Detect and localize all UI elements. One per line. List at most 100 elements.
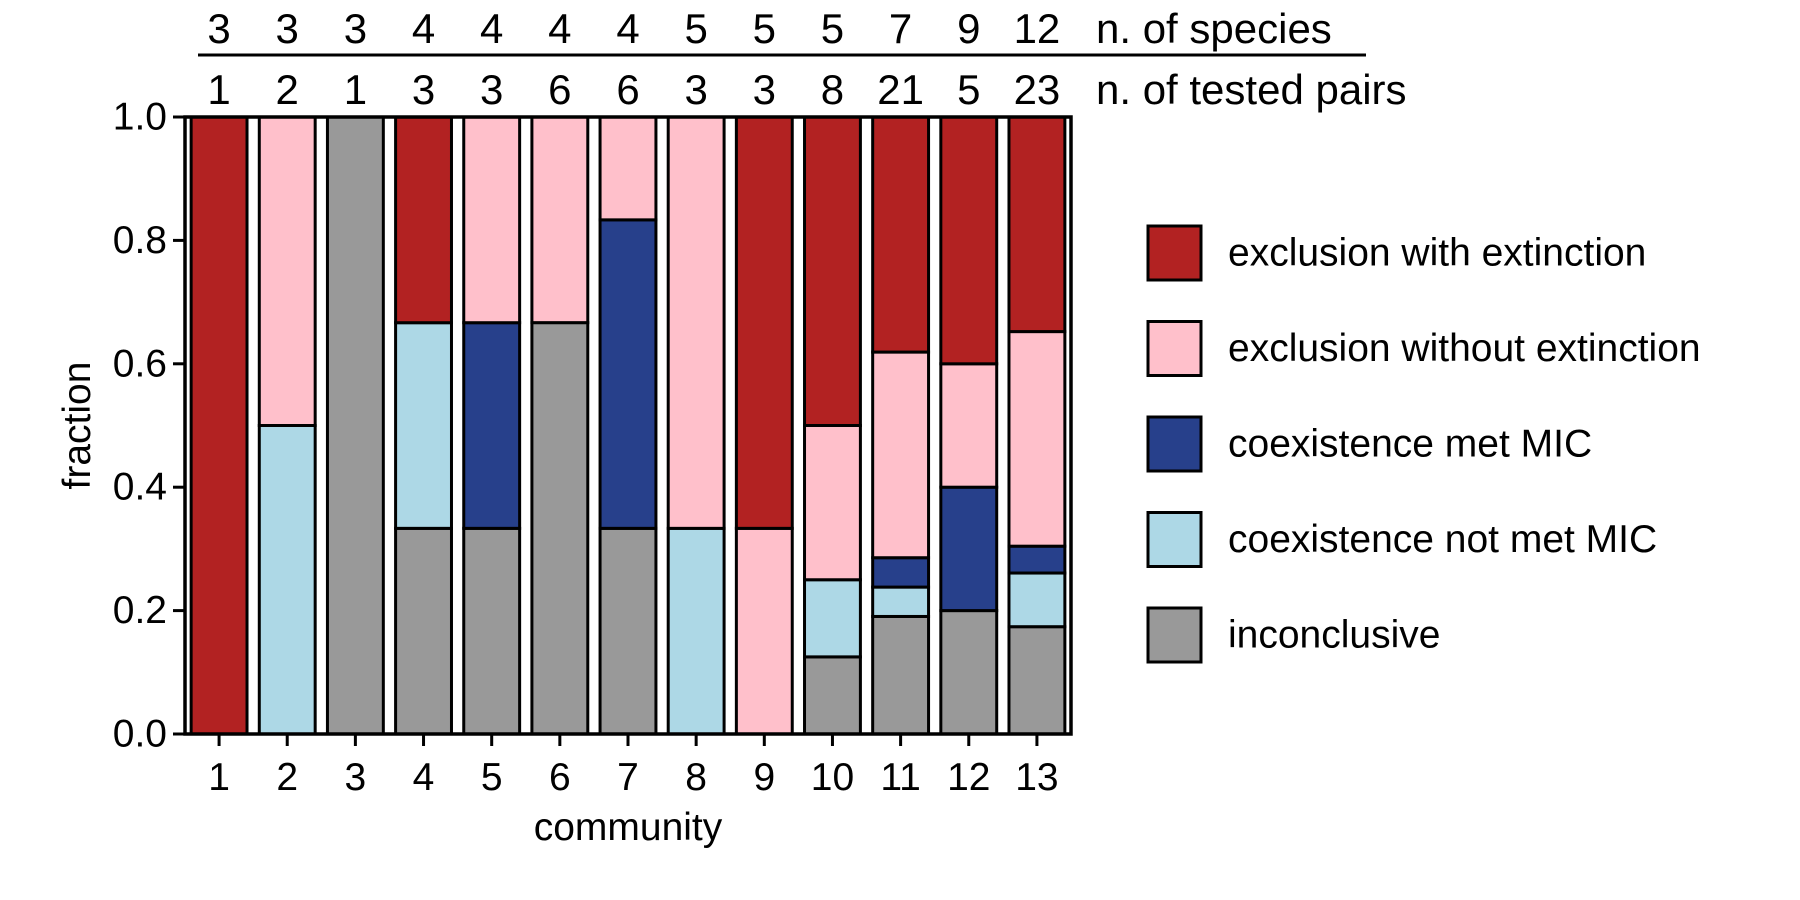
bar-segment-13-s2: [1007, 544, 1067, 575]
x-tick-label: 7: [617, 756, 639, 799]
bar-segment-10-s1: [803, 578, 862, 659]
y-axis: 0.0 0.2 0.4 0.6 0.8 1.0: [113, 96, 185, 756]
x-tick-label: 1: [208, 756, 230, 799]
top-row-value: 9: [957, 5, 980, 52]
legend-key: [1146, 415, 1203, 473]
y-tick-label: 1.0: [113, 96, 167, 139]
bar-segment-4-s4: [394, 115, 453, 325]
bar-segment-9-s4: [734, 115, 794, 530]
top-row-value: 23: [1014, 66, 1061, 113]
x-tick-label: 5: [481, 756, 503, 799]
bar-segment-12-s3: [939, 362, 999, 489]
x-tick-label: 2: [276, 756, 298, 799]
bar-segment-11-s0: [871, 614, 931, 736]
bar-segment-9-s3: [734, 526, 794, 736]
top-row-value: 1: [344, 66, 367, 113]
top-row-value: 21: [877, 66, 924, 113]
legend-key: [1146, 606, 1203, 664]
top-row-value: 4: [480, 5, 503, 52]
legend-label: coexistence met MIC: [1228, 423, 1592, 466]
bar-segment-5-s0: [462, 526, 522, 736]
x-tick-label: 10: [811, 756, 854, 799]
x-tick-label: 9: [753, 756, 775, 799]
bar-segment-13-s1: [1007, 571, 1067, 629]
x-tick-label: 11: [880, 756, 921, 799]
bar-segment-5-s2: [462, 321, 522, 530]
top-row-value: 5: [821, 5, 844, 52]
top-row-value: 4: [548, 5, 571, 52]
top-row-value: 2: [276, 66, 299, 113]
top-row-value: 4: [412, 5, 435, 52]
y-tick-label: 0.2: [113, 589, 167, 632]
bar-segment-11-s3: [871, 350, 931, 560]
x-tick-label: 12: [947, 756, 990, 799]
x-axis-title: community: [534, 806, 723, 849]
top-row-value: 3: [684, 66, 707, 113]
top-row-value: 6: [616, 66, 639, 113]
bar-segment-13-s0: [1007, 625, 1067, 736]
legend-label: exclusion with extinction: [1228, 232, 1646, 275]
bar-segment-12-s0: [939, 609, 999, 736]
bar-segment-10-s3: [803, 424, 862, 582]
bar-segment-8-s1: [666, 526, 726, 736]
top-row-value: 5: [957, 66, 980, 113]
bar-segment-13-s3: [1007, 330, 1067, 548]
bars-layer: [189, 115, 1067, 736]
x-tick-label: 6: [549, 756, 571, 799]
top-row-value: 3: [344, 5, 367, 52]
top-row-value: 3: [412, 66, 435, 113]
top-row-value: 4: [616, 5, 639, 52]
legend-key: [1146, 320, 1203, 377]
y-tick-label: 0.0: [113, 713, 167, 756]
top-row-value: 12: [1014, 5, 1061, 52]
legend-label: exclusion without extinction: [1228, 327, 1701, 370]
legend-key: [1146, 224, 1203, 282]
bar-segment-5-s3: [462, 115, 522, 325]
bar-segment-2-s3: [257, 115, 317, 427]
bar-segment-11-s1: [871, 585, 931, 618]
bar-segment-7-s0: [598, 526, 658, 736]
bar-segment-12-s2: [939, 485, 999, 613]
bar-segment-13-s4: [1007, 115, 1067, 334]
bar-segment-10-s0: [803, 655, 862, 736]
legend: exclusion with extinction exclusion witho…: [1146, 224, 1701, 664]
top-row-value: 5: [753, 5, 776, 52]
bar-segment-8-s3: [666, 115, 726, 530]
x-tick-label: 8: [685, 756, 707, 799]
legend-key: [1146, 511, 1203, 568]
x-tick-label: 13: [1015, 756, 1058, 799]
top-row-value: 3: [207, 5, 230, 52]
bar-segment-12-s4: [939, 115, 999, 366]
bar-segment-6-s3: [530, 115, 590, 325]
top-row-value: 7: [889, 5, 912, 52]
legend-label: coexistence not met MIC: [1228, 518, 1657, 561]
bar-segment-2-s1: [257, 424, 317, 736]
top-row-value: 8: [821, 66, 844, 113]
x-axis: 1 2 3 4 5 6 7 8 9 10 11 12 13: [208, 734, 1059, 799]
bar-segment-7-s2: [598, 218, 658, 530]
top-row-value: 3: [480, 66, 503, 113]
top-row-value: 5: [684, 5, 707, 52]
bar-segment-3-s0: [325, 115, 385, 736]
bar-segment-4-s1: [394, 321, 453, 530]
bar-segment-11-s4: [871, 115, 931, 354]
top-row-value: 1: [207, 66, 230, 113]
y-tick-label: 0.6: [113, 342, 167, 385]
y-tick-label: 0.4: [113, 466, 167, 509]
bar-segment-10-s4: [803, 115, 862, 427]
bar-segment-4-s0: [394, 526, 453, 736]
y-axis-title: fraction: [56, 362, 99, 490]
top-row-value: 3: [753, 66, 776, 113]
legend-label: inconclusive: [1228, 614, 1440, 657]
top-row-value: 3: [276, 5, 299, 52]
y-tick-label: 0.8: [113, 219, 167, 262]
x-tick-label: 4: [413, 756, 435, 799]
bar-segment-6-s0: [530, 321, 590, 736]
top-row-label: n. of species: [1096, 5, 1332, 52]
top-row-value: 6: [548, 66, 571, 113]
bar-segment-7-s3: [598, 115, 658, 222]
x-tick-label: 3: [345, 756, 367, 799]
bar-segment-1-s4: [189, 115, 249, 736]
